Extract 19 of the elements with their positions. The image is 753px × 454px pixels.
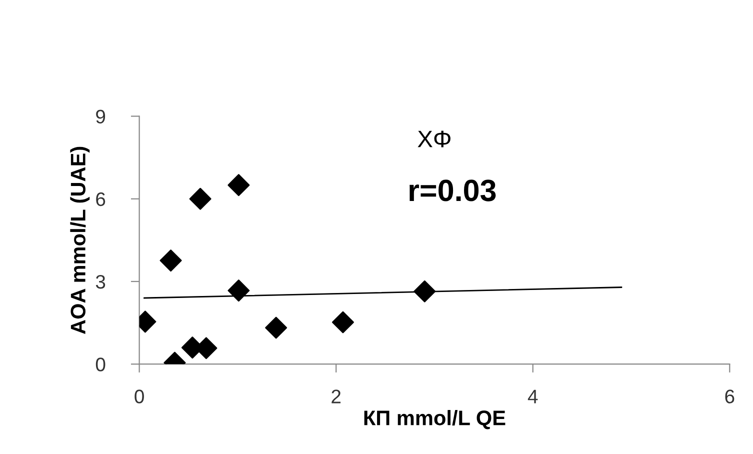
point [332,311,354,334]
y-tick-label: 9 [96,110,106,124]
point [228,174,250,196]
point [189,188,212,210]
point [414,280,436,302]
y-axis-title: AOA mmol/L (UAE) [70,146,90,334]
x-tick-label: 4 [528,390,538,404]
x-tick-label: 6 [725,390,734,404]
chart-title: ΧΦ [418,130,450,148]
point [228,280,250,302]
point [265,316,288,339]
x-tick-label: 0 [134,390,144,404]
point [160,250,182,272]
y-tick-label: 6 [96,192,106,206]
y-tick-label: 0 [96,358,106,372]
x-tick-label: 2 [332,390,341,404]
annotation: r=0.03 [410,180,496,202]
y-tick-label: 3 [96,274,106,289]
x-axis-title: КП mmol/L QE [364,410,506,430]
